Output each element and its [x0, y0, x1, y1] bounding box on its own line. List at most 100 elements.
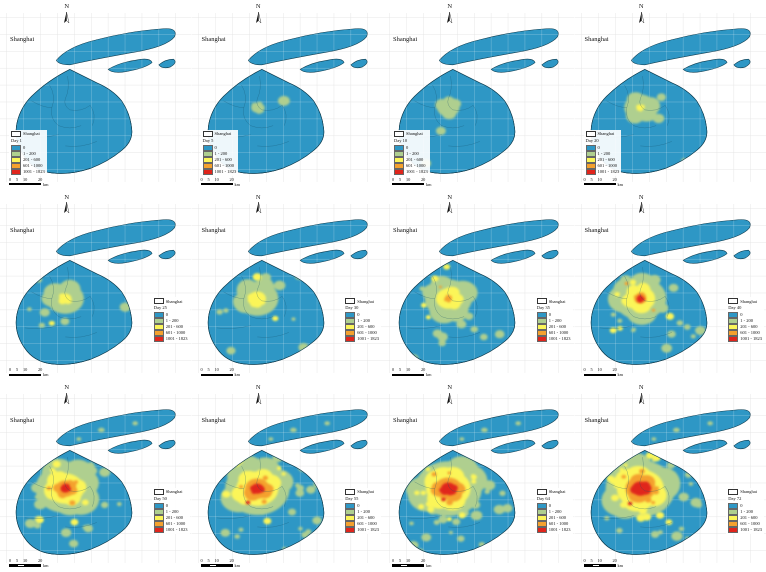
scale-tick-label: 10 — [406, 367, 411, 373]
legend-swatch — [202, 150, 213, 157]
boundary-symbol-icon — [536, 298, 547, 305]
legend-region-label: Shanghai — [357, 489, 374, 495]
north-arrow: N — [255, 385, 262, 409]
legend-class-label: 601 - 1000 — [406, 162, 426, 168]
legend-swatch — [394, 144, 404, 151]
scale-tick-label: 20 — [421, 558, 426, 563]
scale-tick-label: 10 — [23, 367, 28, 373]
legend-class-row: 601 - 1000 — [585, 162, 620, 169]
scale-tick-label: 20 — [38, 558, 43, 563]
scale-bar-graphic — [9, 182, 41, 186]
shanghai-map — [383, 203, 575, 373]
legend-day-label: Day 30 — [345, 305, 359, 311]
legend-region-label: Shanghai — [23, 130, 40, 136]
scale-tick-label: 0 — [200, 367, 203, 373]
scale-tick-label: 0 — [200, 176, 203, 182]
legend-region-label: Shanghai — [214, 130, 232, 136]
compass-needle-icon — [255, 202, 262, 214]
legend-class-label: 1 - 200 — [406, 150, 419, 156]
legend-class-row: 0 — [536, 312, 571, 319]
legend-class-label: 601 - 1000 — [597, 162, 618, 168]
scale-tick-label: 0 — [392, 367, 395, 373]
boundary-symbol-icon — [153, 298, 164, 305]
legend-class-row: 1001 - 1823 — [585, 168, 619, 175]
compass-needle-icon — [447, 202, 453, 214]
legend-swatch — [345, 324, 356, 331]
scale-segment — [583, 564, 592, 567]
compass-needle-icon — [638, 11, 645, 24]
legend-class-row: 201 - 600 — [345, 324, 379, 331]
scale-labels: 0 5 10 20 — [9, 558, 55, 563]
legend-day-label: Day 5 — [202, 137, 214, 143]
scale-tick-label: 0 — [392, 558, 395, 563]
panel-title: Shanghai — [393, 226, 418, 234]
scale-tick-label: 20 — [229, 176, 234, 182]
legend-header: Shanghai — [536, 489, 571, 496]
scale-labels: 0 5 10 20 — [584, 177, 630, 182]
scale-labels: 0 5 10 20 — [201, 177, 247, 182]
legend-day-label: Day 20 — [585, 137, 599, 143]
shanghai-map — [191, 203, 383, 373]
scale-segment — [25, 182, 41, 186]
shanghai-map — [0, 203, 192, 373]
legend-class-label: 1001 - 1823 — [548, 527, 571, 533]
legend-region-label: Shanghai — [740, 298, 757, 304]
legend-class-label: 201 - 600 — [740, 324, 758, 330]
legend-day-label: Day 55 — [345, 496, 359, 502]
scale-tick-label: 20 — [612, 558, 617, 563]
legend-region-label: Shanghai — [740, 489, 757, 495]
legend-class-row: 1 - 200 — [585, 150, 620, 157]
legend-class-label: 201 - 600 — [406, 156, 424, 162]
compass-needle-icon — [638, 202, 645, 214]
scale-bar-graphic — [200, 182, 233, 186]
legend-swatch — [536, 503, 547, 509]
legend-swatch — [394, 156, 404, 163]
legend-class-row: 201 - 600 — [536, 324, 571, 331]
north-arrow: N — [63, 194, 70, 219]
legend-swatch — [728, 312, 739, 319]
legend-class-row: 1001 - 1823 — [153, 336, 188, 343]
legend-swatch — [345, 515, 356, 521]
legend-header: Shanghai — [153, 489, 188, 496]
legend-class-row: 1001 - 1823 — [345, 527, 379, 533]
legend-class-label: 1001 - 1823 — [740, 336, 762, 342]
legend-day-label: Day 64 — [536, 496, 550, 502]
legend-class-label: 0 — [406, 144, 409, 150]
legend-swatch — [728, 503, 739, 509]
scale-tick-label: 0 — [583, 176, 586, 182]
north-arrow: N — [63, 385, 70, 409]
legend-class-row: 0 — [585, 144, 620, 151]
north-label: N — [638, 384, 644, 392]
scale-bar: 0 5 10 20 km — [9, 367, 55, 377]
legend-class-row: 201 - 600 — [394, 156, 428, 163]
scale-segment — [200, 182, 209, 186]
legend-day-label: Day 35 — [536, 305, 550, 311]
north-label: N — [255, 384, 261, 392]
shanghai-map — [191, 394, 383, 564]
scale-segment — [408, 182, 424, 186]
scale-unit-label: km — [617, 181, 624, 187]
scale-labels: 0 5 10 20 — [201, 367, 247, 372]
scale-tick-label: 5 — [16, 367, 19, 373]
scale-labels: 0 5 10 20 — [9, 367, 55, 372]
legend-swatch — [536, 318, 547, 325]
legend-class-row: 1001 - 1823 — [345, 336, 379, 343]
legend-header: Shanghai — [394, 130, 428, 137]
scale-tick-label: 0 — [9, 176, 12, 182]
scale-bar-graphic — [9, 564, 41, 567]
scale-unit-label: km — [234, 372, 241, 378]
legend-day-label: Day 72 — [728, 496, 742, 502]
legend-class-row: 201 - 600 — [585, 156, 620, 163]
legend-swatch — [728, 336, 739, 343]
legend-class-label: 601 - 1000 — [548, 330, 569, 336]
scale-segment — [591, 564, 600, 567]
boundary-symbol-icon — [728, 489, 739, 496]
scale-tick-label: 20 — [612, 176, 617, 182]
